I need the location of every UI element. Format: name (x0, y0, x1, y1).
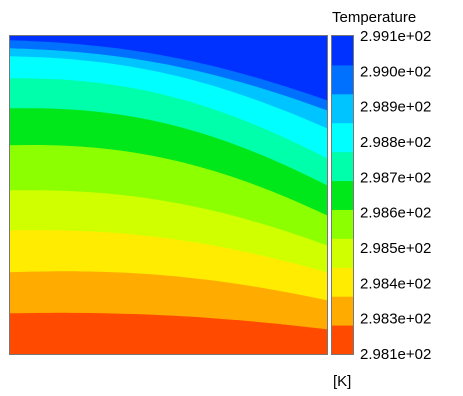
contour-plot (9, 35, 328, 355)
colorbar-tick-labels: 2.981e+02 2.983e+02 2.984e+02 2.985e+02 2.98… (360, 28, 431, 363)
colorbar-swatch-4 (332, 209, 353, 239)
colorbar-tick-label: 2.981e+02 (360, 346, 431, 363)
colorbar-swatch-0 (332, 325, 353, 355)
colorbar-swatch-3 (332, 238, 353, 268)
colorbar-tick-label: 2.990e+02 (360, 63, 431, 80)
colorbar-swatch-7 (332, 122, 353, 153)
colorbar (332, 36, 353, 355)
colorbar-swatch-2 (332, 267, 353, 297)
colorbar-tick-label: 2.985e+02 (360, 240, 431, 257)
colorbar-tick-label: 2.984e+02 (360, 275, 431, 292)
colorbar-swatch-1 (332, 296, 353, 326)
colorbar-swatch-5 (332, 180, 353, 210)
colorbar-tick-label: 2.989e+02 (360, 99, 431, 116)
contour-plot-frame (9, 35, 328, 355)
contour-band-10 (9, 35, 328, 101)
legend-title: Temperature (332, 9, 416, 26)
colorbar-swatch-6 (332, 151, 353, 182)
colorbar-tick-label: 2.986e+02 (360, 205, 431, 222)
colorbar-tick-label: 2.983e+02 (360, 311, 431, 328)
unit-label: [K] (333, 373, 351, 390)
colorbar-swatch-9 (332, 64, 353, 95)
colorbar-swatch-8 (332, 93, 353, 124)
colorbar-tick-label: 2.988e+02 (360, 134, 431, 151)
colorbar-swatch-10 (332, 36, 353, 66)
colorbar-tick-label: 2.991e+02 (360, 28, 431, 45)
colorbar-tick-label: 2.987e+02 (360, 169, 431, 186)
colorbar-frame (331, 35, 354, 355)
